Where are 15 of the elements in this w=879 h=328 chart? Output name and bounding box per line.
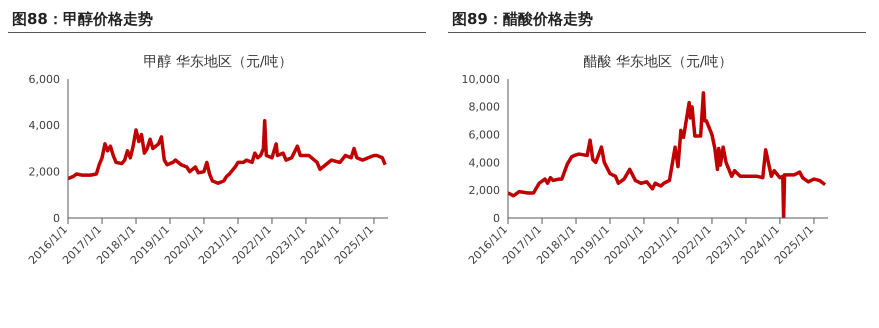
y-tick-label: 6,000 — [468, 128, 500, 142]
y-tick-label: 0 — [493, 212, 500, 225]
line-series — [68, 118, 387, 185]
chart-subtitle: 甲醇 华东地区（元/吨） — [142, 53, 294, 71]
y-tick-label: 0 — [53, 212, 60, 225]
y-tick-label: 4,000 — [468, 156, 500, 170]
y-tick-label: 8,000 — [468, 100, 500, 114]
chart-title: 图88：甲醇价格走势 — [8, 8, 426, 33]
y-tick-label: 10,000 — [462, 72, 500, 86]
y-tick-label: 2,000 — [28, 166, 60, 179]
y-tick-label: 4,000 — [28, 119, 60, 132]
y-tick-label: 6,000 — [28, 72, 60, 86]
y-tick-label: 2,000 — [468, 184, 500, 198]
chart-title: 图89：醋酸价格走势 — [448, 8, 866, 33]
chart-subtitle: 醋酸 华东地区（元/吨） — [582, 53, 734, 71]
